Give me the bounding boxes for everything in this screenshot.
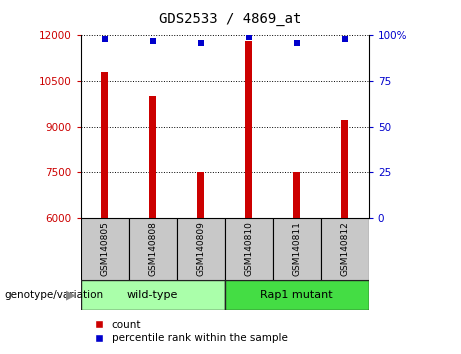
Text: GDS2533 / 4869_at: GDS2533 / 4869_at bbox=[160, 12, 301, 27]
Text: GSM140811: GSM140811 bbox=[292, 221, 301, 276]
Text: GSM140808: GSM140808 bbox=[148, 221, 157, 276]
Bar bbox=[225, 280, 369, 310]
Text: Rap1 mutant: Rap1 mutant bbox=[260, 290, 333, 300]
Bar bbox=[341, 120, 349, 218]
Bar bbox=[293, 172, 301, 218]
Text: genotype/variation: genotype/variation bbox=[5, 290, 104, 300]
Text: GSM140812: GSM140812 bbox=[340, 221, 349, 276]
Bar bbox=[197, 172, 204, 218]
Bar bbox=[177, 218, 225, 280]
Bar bbox=[273, 218, 321, 280]
Bar bbox=[245, 41, 252, 218]
Bar bbox=[129, 218, 177, 280]
Legend: count, percentile rank within the sample: count, percentile rank within the sample bbox=[95, 320, 288, 343]
Bar bbox=[149, 96, 156, 218]
Text: GSM140809: GSM140809 bbox=[196, 221, 205, 276]
Text: ▶: ▶ bbox=[66, 288, 76, 301]
Bar bbox=[81, 280, 225, 310]
Bar bbox=[101, 72, 108, 218]
Text: GSM140810: GSM140810 bbox=[244, 221, 253, 276]
Text: wild-type: wild-type bbox=[127, 290, 178, 300]
Bar bbox=[321, 218, 369, 280]
Bar bbox=[225, 218, 273, 280]
Bar bbox=[81, 218, 129, 280]
Text: GSM140805: GSM140805 bbox=[100, 221, 109, 276]
